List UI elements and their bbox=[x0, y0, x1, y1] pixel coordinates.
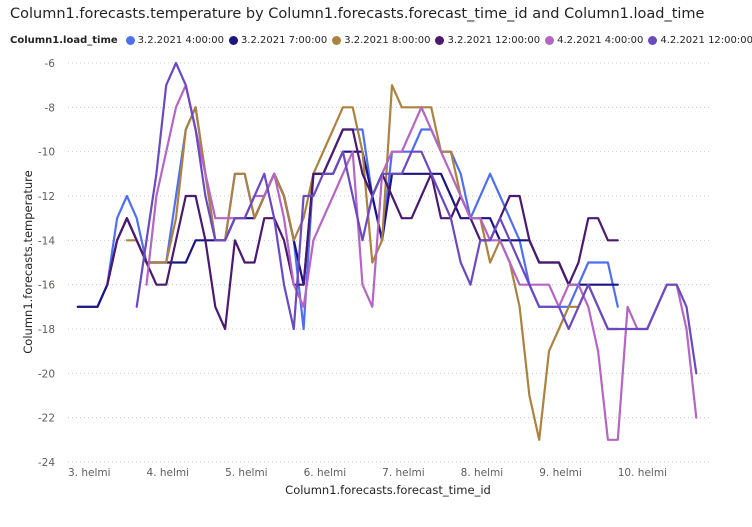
x-tick-label-3: 6. helmi bbox=[304, 467, 347, 479]
x-tick-label-4: 7. helmi bbox=[382, 467, 425, 479]
legend-item-5[interactable]: 4.2.2021 12:00:00 bbox=[648, 35, 752, 46]
y-tick-label-2: -10 bbox=[38, 147, 55, 159]
legend-swatch-3 bbox=[435, 36, 445, 45]
series-line-0[interactable] bbox=[76, 106, 619, 331]
y-tick-label-0: -6 bbox=[45, 58, 56, 70]
y-tick-label-7: -20 bbox=[38, 368, 55, 380]
series-line-1[interactable] bbox=[76, 150, 619, 308]
legend-swatch-2 bbox=[332, 36, 342, 45]
legend-swatch-0 bbox=[125, 36, 135, 45]
x-tick-label-6: 9. helmi bbox=[539, 467, 582, 479]
series-line-2[interactable] bbox=[125, 84, 619, 441]
legend: Column1.load_time 3.2.2021 4:00:00 3.2.2… bbox=[10, 35, 752, 46]
x-axis-ticks: 3. helmi 4. helmi 5. helmi 6. helmi 7. helmi… bbox=[68, 467, 667, 479]
y-tick-label-1: -8 bbox=[45, 102, 55, 114]
legend-item-0[interactable]: 3.2.2021 4:00:00 bbox=[125, 35, 224, 46]
series-line-3[interactable] bbox=[106, 128, 619, 331]
x-tick-label-7: 10. helmi bbox=[618, 467, 667, 479]
legend-label-1: 3.2.2021 7:00:00 bbox=[240, 35, 328, 46]
series-lines bbox=[76, 61, 698, 441]
legend-item-3[interactable]: 3.2.2021 12:00:00 bbox=[435, 35, 540, 46]
y-tick-label-9: -24 bbox=[38, 457, 55, 469]
legend-item-2[interactable]: 3.2.2021 8:00:00 bbox=[332, 35, 430, 46]
legend-label-2: 3.2.2021 8:00:00 bbox=[344, 35, 431, 46]
series-line-4[interactable] bbox=[145, 84, 698, 441]
legend-label-5: 4.2.2021 12:00:00 bbox=[660, 35, 752, 46]
y-tick-label-5: -16 bbox=[38, 280, 55, 292]
legend-swatch-4 bbox=[545, 36, 555, 45]
legend-swatch-5 bbox=[648, 36, 658, 45]
legend-title: Column1.load_time bbox=[10, 35, 118, 46]
x-tick-label-5: 8. helmi bbox=[461, 467, 504, 479]
y-axis-label: Column1.forecasts.temperature bbox=[21, 170, 35, 353]
y-tick-label-8: -22 bbox=[38, 413, 55, 425]
y-tick-label-6: -18 bbox=[38, 324, 55, 336]
x-tick-label-0: 3. helmi bbox=[68, 467, 111, 479]
legend-label-4: 4.2.2021 4:00:00 bbox=[557, 35, 644, 46]
y-axis-ticks: -6 -8 -10 -12 -14 -16 -18 -20 -22 -24 bbox=[38, 58, 55, 469]
y-tick-label-4: -14 bbox=[38, 235, 55, 247]
x-tick-label-1: 4. helmi bbox=[147, 467, 190, 479]
legend-item-4[interactable]: 4.2.2021 4:00:00 bbox=[545, 35, 643, 46]
chart-title: Column1.forecasts.temperature by Column1… bbox=[10, 6, 705, 22]
legend-label-0: 3.2.2021 4:00:00 bbox=[137, 35, 224, 46]
y-tick-label-3: -12 bbox=[38, 191, 55, 203]
legend-item-1[interactable]: 3.2.2021 7:00:00 bbox=[228, 35, 328, 46]
legend-label-3: 3.2.2021 12:00:00 bbox=[447, 35, 541, 46]
x-axis-label: Column1.forecasts.forecast_time_id bbox=[285, 483, 491, 497]
x-tick-label-2: 5. helmi bbox=[225, 467, 268, 479]
series-line-5[interactable] bbox=[135, 61, 698, 375]
legend-swatch-1 bbox=[228, 36, 238, 45]
